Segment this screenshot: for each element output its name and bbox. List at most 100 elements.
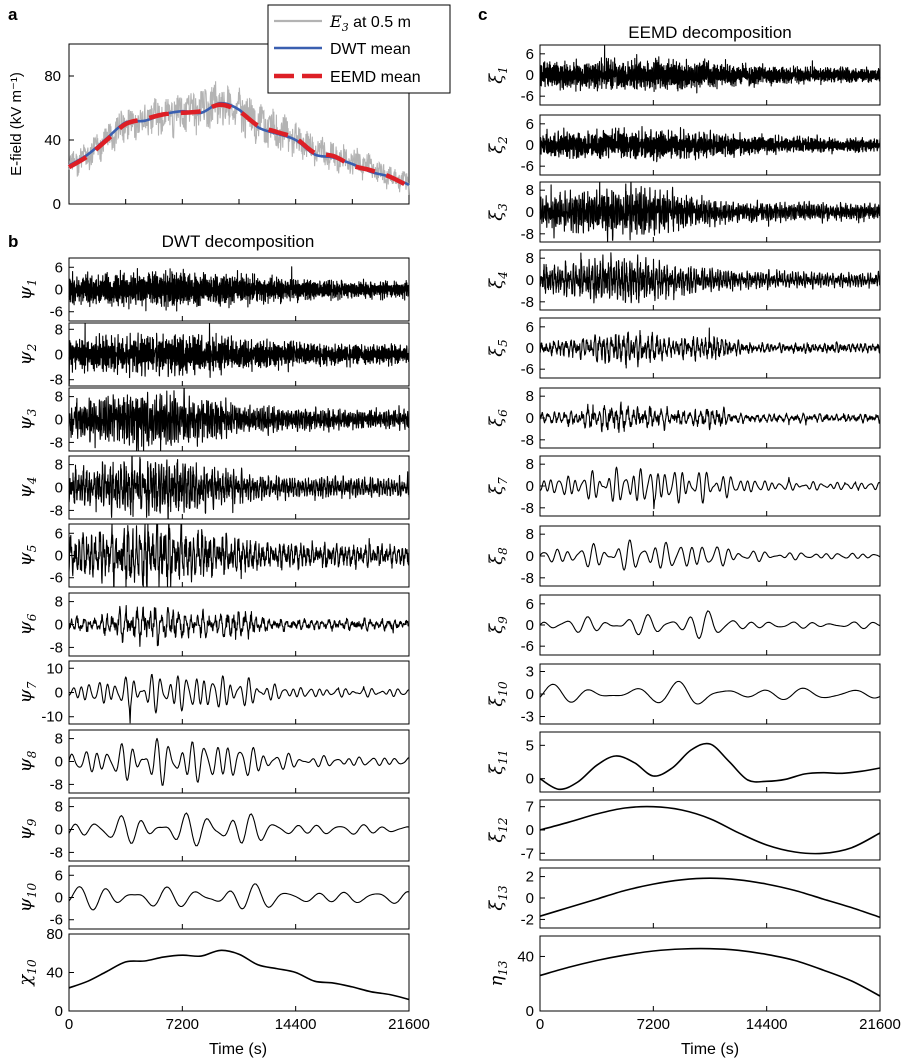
legend-label-eemd: EEMD mean <box>330 69 421 86</box>
dwt-component-2: 8 0 -8 ψ2 <box>15 321 410 389</box>
dwt-ytick-label-3-0: 8 <box>55 389 63 406</box>
eemd-ytick-label-8-2: -8 <box>521 570 534 587</box>
dwt-ylabel-1: ψ1 <box>15 279 39 301</box>
legend-label-raw: E3 at 0.5 m <box>329 12 411 34</box>
dwt-ytick-label-2-2: -8 <box>50 372 63 389</box>
dwt-component-6: 8 0 -8 ψ6 <box>15 592 410 657</box>
dwt-ytick-label-11-0: 80 <box>46 926 63 943</box>
eemd-frame-6 <box>539 387 881 449</box>
eemd-trace-4 <box>539 252 881 304</box>
dwt-ylabel-sub-11: 10 <box>25 959 39 975</box>
dwt-ylabel-sub-10: 10 <box>25 882 39 898</box>
eemd-ylabel-4: ξ4 <box>486 271 510 289</box>
eemd-ylabel-11: ξ11 <box>486 749 510 774</box>
eemd-frame-9 <box>539 594 881 656</box>
eemd-ylabel-sub-4: 4 <box>496 271 510 280</box>
eemd-ytick-label-9-1: 0 <box>526 617 534 634</box>
dwt-component-1: 6 0 -6 ψ1 <box>15 257 410 322</box>
eemd-trace-10 <box>539 680 881 705</box>
dwt-ylabel-sub-6: 6 <box>25 613 39 621</box>
eemd-trace-2 <box>539 126 881 163</box>
dwt-ylabel-9: ψ9 <box>15 818 39 840</box>
dwt-frame-8 <box>68 729 410 794</box>
dwt-ytick-label-11-2: 0 <box>55 1003 63 1020</box>
panel-a-legend: E3 at 0.5 m DWT mean EEMD mean <box>267 4 451 94</box>
panel-label-b: b <box>8 232 18 251</box>
dwt-ytick-label-9-2: -8 <box>50 844 63 861</box>
eemd-ytick-label-13-1: 0 <box>526 890 534 907</box>
dwt-trace-1 <box>68 266 410 312</box>
eemd-ytick-label-2-1: 0 <box>526 137 534 154</box>
eemd-ytick-label-3-0: 8 <box>526 182 534 199</box>
eemd-ytick-label-9-2: -6 <box>521 638 534 655</box>
dwt-11-xtick-label-3: 21600 <box>388 1016 430 1033</box>
panel-a-ylabel: E-field (kV m⁻¹) <box>8 72 25 176</box>
dwt-ytick-label-3-1: 0 <box>55 412 63 429</box>
eemd-component-11: 5 0 ξ11 <box>486 731 881 793</box>
eemd-panel-title: EEMD decomposition <box>628 23 791 42</box>
dwt-trace-2 <box>68 323 410 386</box>
eemd-ytick-label-10-1: 0 <box>526 686 534 703</box>
dwt-ytick-label-5-1: 0 <box>55 548 63 565</box>
dwt-trace-5 <box>68 524 410 587</box>
eemd-ytick-label-12-1: 0 <box>526 822 534 839</box>
dwt-ylabel-8: ψ8 <box>15 750 39 772</box>
dwt-ylabel-sub-1: 1 <box>25 279 39 287</box>
eemd-ylabel-6: ξ6 <box>486 409 510 427</box>
panel-label-a: a <box>8 5 18 24</box>
eemd-ylabel-sub-6: 6 <box>496 409 510 417</box>
eemd-ytick-label-12-0: 7 <box>526 799 534 816</box>
eemd-ylabel-13: ξ13 <box>486 885 510 911</box>
eemd-14-xtick-label-0: 0 <box>536 1016 544 1033</box>
eemd-frame-10 <box>539 663 881 725</box>
dwt-ylabel-2: ψ2 <box>15 344 39 366</box>
dwt-frame-10 <box>68 865 410 930</box>
dwt-ytick-label-1-2: -6 <box>50 304 63 321</box>
eemd-frame-14 <box>539 935 881 1012</box>
dwt-component-5: 6 0 -6 ψ5 <box>15 523 410 588</box>
eemd-component-5: 6 0 -6 ξ5 <box>486 317 881 379</box>
panel-a-series-eemd <box>67 102 411 189</box>
dwt-panel-title: DWT decomposition <box>162 232 315 251</box>
eemd-ytick-label-5-1: 0 <box>526 340 534 357</box>
eemd-frame-13 <box>539 867 881 929</box>
eemd-ylabel-sub-12: 12 <box>496 817 510 832</box>
dwt-ylabel-4: ψ4 <box>15 477 39 499</box>
eemd-ylabel-8: ξ8 <box>486 547 510 565</box>
dwt-11-xtick-label-1: 7200 <box>166 1016 199 1033</box>
dwt-ylabel-sub-7: 7 <box>25 681 39 689</box>
dwt-ytick-label-6-2: -8 <box>50 639 63 656</box>
eemd-ytick-label-6-0: 8 <box>526 388 534 405</box>
eemd-ylabel-sub-7: 7 <box>496 477 510 485</box>
eemd-ylabel-sub-9: 9 <box>496 616 510 624</box>
eemd-trace-8 <box>539 539 881 571</box>
dwt-ylabel-sub-9: 9 <box>25 818 39 826</box>
eemd-component-8: 8 0 -8 ξ8 <box>486 525 881 587</box>
eemd-ylabel-sub-3: 3 <box>496 203 510 211</box>
eemd-ylabel-sub-5: 5 <box>496 339 510 347</box>
eemd-ylabel-sub-1: 1 <box>496 66 510 74</box>
panel-a-ytick-label-2: 80 <box>44 68 61 85</box>
eemd-ytick-label-4-1: 0 <box>526 272 534 289</box>
eemd-ylabel-sub-2: 2 <box>496 136 510 145</box>
eemd-ytick-label-10-2: -3 <box>521 709 534 726</box>
dwt-trace-10 <box>68 883 410 911</box>
dwt-ytick-label-8-2: -8 <box>50 776 63 793</box>
eemd-ylabel-12: ξ12 <box>486 817 510 842</box>
eemd-ylabel-14: η13 <box>486 960 510 986</box>
eemd-ytick-label-3-1: 0 <box>526 204 534 221</box>
dwt-ytick-label-7-2: -10 <box>41 709 63 726</box>
dwt-frame-7 <box>68 660 410 725</box>
dwt-ytick-label-3-2: -8 <box>50 434 63 451</box>
eemd-trace-6 <box>539 401 881 433</box>
dwt-ytick-label-6-0: 8 <box>55 594 63 611</box>
dwt-ytick-label-8-0: 8 <box>55 731 63 748</box>
panel-label-c: c <box>478 5 487 24</box>
dwt-ytick-label-5-0: 6 <box>55 525 63 542</box>
dwt-ylabel-sub-2: 2 <box>25 344 39 353</box>
eemd-ytick-label-9-0: 6 <box>526 596 534 613</box>
panel-a-series-raw <box>68 81 410 196</box>
eemd-ytick-label-7-0: 8 <box>526 456 534 473</box>
